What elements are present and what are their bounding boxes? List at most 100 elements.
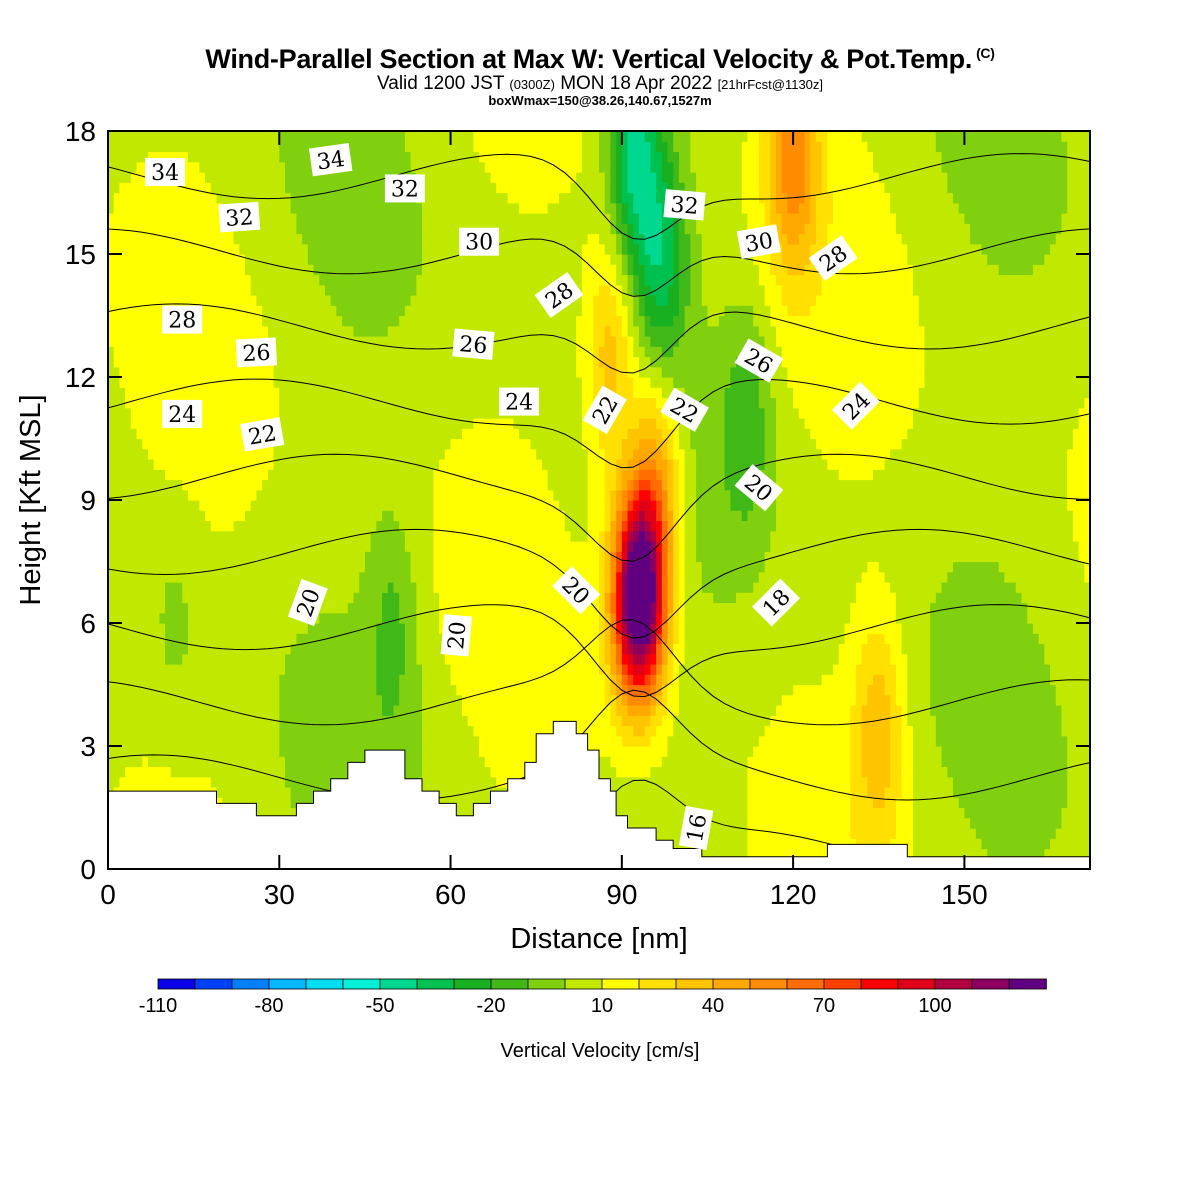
w-cell [798,705,806,716]
w-cell [941,746,948,757]
w-cell [205,705,212,716]
w-cell [353,571,360,583]
w-cell [410,684,417,696]
w-cell [718,571,726,583]
w-cell [461,684,469,696]
w-cell [245,787,252,798]
w-cell [941,592,948,604]
w-cell [758,582,766,593]
w-cell [404,592,412,604]
w-cell [918,787,926,798]
w-cell [941,725,948,737]
w-cell [342,746,349,757]
w-cell [1004,756,1011,768]
w-cell [159,623,166,634]
w-cell [684,715,691,727]
w-cell [581,653,589,665]
w-cell [541,582,549,593]
w-cell [1021,848,1028,860]
w-cell [992,848,1000,860]
w-cell [593,633,600,645]
w-cell [907,766,914,778]
w-cell [855,807,863,819]
w-cell [108,592,115,604]
w-cell [775,776,783,788]
w-cell [210,664,218,675]
w-cell [667,828,674,839]
w-cell [1061,623,1068,634]
w-cell [918,828,926,839]
w-cell [256,653,263,665]
w-cell [239,612,246,624]
w-cell [952,756,960,768]
w-cell [718,623,726,634]
w-cell [616,766,623,778]
w-cell [530,602,537,614]
w-cell [130,643,138,655]
w-cell [604,746,612,757]
w-cell [678,807,686,819]
w-cell [484,797,492,809]
w-cell [952,643,960,655]
w-cell [507,725,514,737]
w-cell [302,633,309,645]
w-cell [587,674,594,686]
w-cell [992,571,1000,583]
w-cell [952,766,960,778]
w-cell [439,582,446,593]
w-cell [861,735,868,747]
w-cell [741,828,749,839]
w-cell [935,725,943,737]
w-cell [142,766,149,778]
w-cell [456,592,463,604]
w-cell [981,848,988,860]
w-cell [222,612,229,624]
w-cell [707,643,714,655]
w-cell [821,715,828,727]
w-cell [473,602,480,614]
w-cell [233,715,240,727]
w-cell [410,664,417,675]
w-cell [924,797,931,809]
w-cell [815,756,823,768]
w-cell [787,838,794,850]
w-cell [701,848,709,860]
w-cell [650,602,657,614]
w-cell [867,643,874,655]
w-cell [878,684,886,696]
w-cell [302,674,309,686]
w-cell [798,807,806,819]
w-cell [302,571,309,583]
w-cell [427,582,435,593]
w-cell [815,623,823,634]
w-cell [821,664,828,675]
w-cell [855,633,863,645]
w-cell [1010,787,1017,798]
w-cell [1055,848,1063,860]
w-cell [1067,705,1074,716]
w-cell [176,571,183,583]
w-cell [142,582,149,593]
w-cell [222,715,229,727]
w-cell [1021,725,1028,737]
w-cell [290,653,298,665]
w-cell [461,776,469,788]
w-cell [947,756,954,768]
w-cell [907,787,914,798]
w-cell [730,643,737,655]
w-cell [410,633,417,645]
w-cell [947,715,954,727]
w-cell [307,571,315,583]
w-cell [113,582,121,593]
w-cell [210,571,218,583]
w-cell [638,623,646,634]
w-cell [844,776,851,788]
w-cell [182,746,189,757]
w-cell [775,653,783,665]
w-cell [1032,643,1040,655]
w-cell [650,582,657,593]
w-cell [159,684,166,696]
w-cell [821,725,828,737]
w-cell [1021,776,1028,788]
w-cell [1050,807,1057,819]
